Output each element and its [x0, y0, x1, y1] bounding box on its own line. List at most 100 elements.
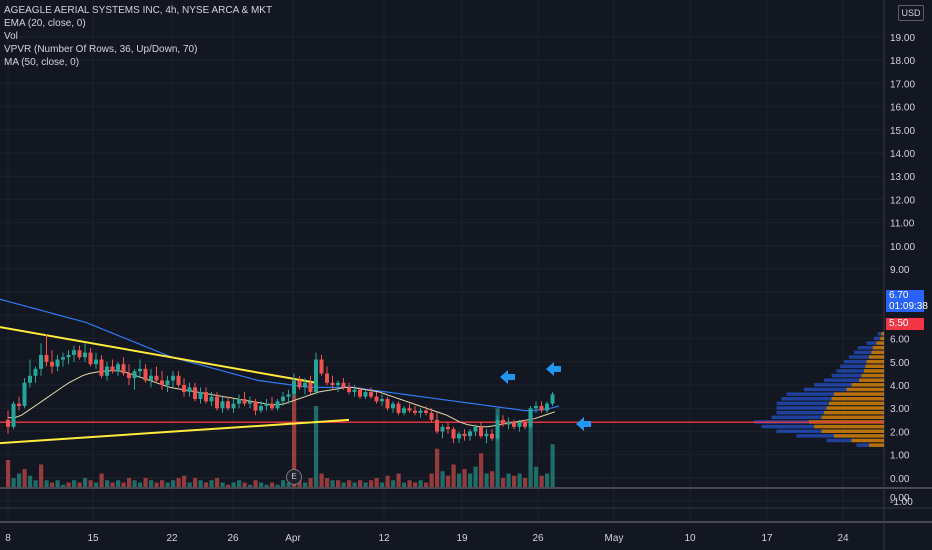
volume-bar [451, 464, 456, 487]
candle-body [198, 392, 203, 399]
candle-body [314, 359, 318, 393]
candle-body [473, 426, 478, 432]
volume-bar [440, 471, 445, 487]
candle-body [231, 403, 236, 409]
arrow-annotation-icon [500, 370, 515, 384]
vpvr-profile [754, 332, 884, 447]
volume-bar [248, 484, 253, 487]
candle-body [154, 375, 159, 381]
time-axis-label: 19 [456, 533, 468, 544]
volume-bar [479, 453, 484, 487]
candle-body [402, 408, 406, 413]
vpvr-down-bar [880, 336, 884, 341]
volume-bar [160, 480, 165, 487]
vpvr-up-bar [836, 369, 864, 373]
time-axis-label: 26 [532, 533, 544, 544]
candle-body [545, 403, 549, 411]
candle-body [72, 350, 76, 355]
vpvr-down-bar [831, 397, 884, 401]
candle-body [286, 394, 291, 397]
candle-body [248, 401, 252, 404]
support-trendline [0, 418, 350, 445]
candle-body [479, 426, 483, 437]
candle-body [182, 385, 186, 393]
volume-bar [198, 480, 203, 487]
indicator-vpvr[interactable]: VPVR (Number Of Rows, 36, Up/Down, 70) [4, 44, 198, 55]
volume-bar [550, 444, 555, 487]
time-axis-label: 26 [227, 533, 239, 544]
candle-body [264, 403, 269, 406]
price-axis-label: 1.00 [890, 451, 910, 462]
vpvr-down-bar [869, 443, 884, 447]
volume-bar [468, 473, 473, 487]
candle-body [61, 357, 65, 360]
candle-body [341, 382, 346, 388]
candle-body [495, 419, 500, 439]
candle-body [363, 392, 368, 397]
vpvr-up-bar [771, 415, 822, 420]
price-axis-label: 17.00 [890, 79, 915, 90]
candle-body [512, 422, 516, 427]
volume-bar [402, 482, 407, 487]
current-price-tag: 6.70 01:09:38 [886, 290, 928, 312]
time-axis-label: 24 [837, 533, 849, 544]
candle-body [506, 422, 511, 425]
time-axis-label: 10 [684, 533, 696, 544]
candle-body [440, 426, 445, 432]
candle-body [468, 431, 472, 437]
symbol-title[interactable]: AGEAGLE AERIAL SYSTEMS INC, 4h, NYSE ARC… [4, 5, 273, 16]
candle-body [105, 366, 109, 376]
candle-body [149, 375, 153, 381]
vpvr-down-bar [869, 355, 884, 359]
earnings-marker-icon[interactable]: E [286, 469, 302, 485]
vpvr-up-bar [824, 378, 859, 382]
volume-bar [473, 466, 478, 487]
time-axis: 8 15 22 26 Apr 12 19 26 May 10 17 24 [5, 533, 849, 544]
volume-bar [281, 480, 286, 487]
candle-body [407, 408, 412, 411]
candle-body [17, 403, 21, 406]
volume-bar [275, 484, 280, 487]
ma50-line [0, 298, 560, 412]
bar-countdown: 01:09:38 [889, 301, 928, 312]
indicator-ma[interactable]: MA (50, close, 0) [4, 57, 80, 68]
candle-body [176, 375, 181, 386]
candle-body [253, 401, 258, 411]
candle-body [187, 387, 192, 393]
candle-body [237, 399, 241, 404]
currency-button[interactable]: USD [898, 5, 924, 21]
candle-body [88, 352, 93, 365]
vpvr-up-bar [874, 336, 881, 341]
volume-bar [363, 482, 368, 487]
price-axis-label: 11.00 [890, 219, 915, 230]
vpvr-up-bar [786, 392, 834, 396]
candle-body [303, 382, 307, 388]
chart-legend: AGEAGLE AERIAL SYSTEMS INC, 4h, NYSE ARC… [4, 4, 272, 69]
candle-body [539, 405, 544, 411]
volume-bar [446, 475, 451, 487]
vpvr-down-bar [866, 359, 884, 364]
vpvr-up-bar [776, 410, 824, 415]
volume-bar [380, 482, 385, 487]
price-axis-label: 0.00 [890, 474, 910, 485]
vpvr-down-bar [859, 378, 884, 382]
candle-body [308, 382, 313, 393]
vpvr-up-bar [866, 341, 877, 345]
volume-bar [121, 482, 126, 487]
vpvr-down-bar [861, 373, 884, 378]
candle-body [429, 412, 434, 420]
volume-bars [6, 394, 555, 487]
price-axis-label: 19.00 [890, 33, 915, 44]
candle-body [215, 396, 219, 409]
indicator-vol[interactable]: Vol [4, 31, 18, 42]
volume-bar [94, 482, 99, 487]
candle-body [281, 396, 285, 402]
candle-body [292, 380, 296, 395]
indicator-ema[interactable]: EMA (20, close, 0) [4, 18, 86, 29]
vpvr-down-bar [864, 369, 884, 373]
vpvr-down-bar [824, 410, 884, 415]
volume-bar [209, 480, 214, 487]
volume-bar [143, 478, 148, 487]
price-axis-label: 13.00 [890, 172, 915, 183]
